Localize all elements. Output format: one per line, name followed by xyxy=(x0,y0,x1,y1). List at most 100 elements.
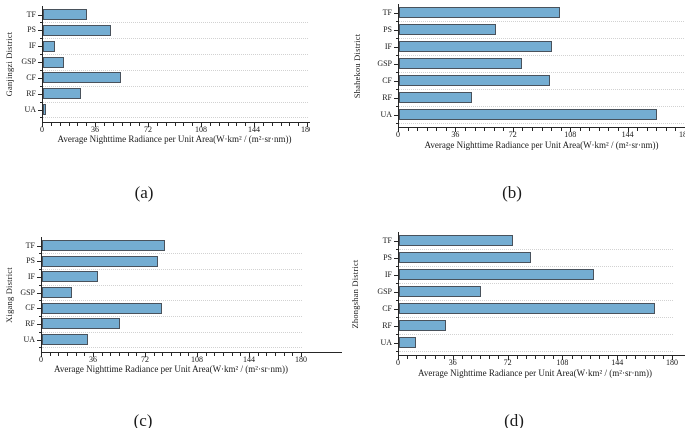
gridline xyxy=(399,283,673,284)
panel-label: (b) xyxy=(502,183,522,202)
x-minor-tick xyxy=(214,353,216,356)
y-minor-tick xyxy=(395,266,398,267)
bar-TF xyxy=(399,235,513,246)
x-major-tick xyxy=(95,123,96,127)
y-minor-tick xyxy=(39,69,42,71)
x-major-tick xyxy=(148,123,149,127)
x-minor-tick xyxy=(245,123,247,126)
x-axis-label: Average Nighttime Radiance per Unit Area… xyxy=(424,140,659,150)
x-minor-tick xyxy=(445,128,447,131)
y-minor-tick xyxy=(39,85,42,87)
y-category-label: TF xyxy=(26,9,36,19)
gridline xyxy=(399,317,673,318)
subplot-c: Xigang District Average Nighttime Radian… xyxy=(0,214,343,428)
y-category-label: TF xyxy=(25,240,35,250)
bar-UA xyxy=(42,334,88,345)
x-minor-tick xyxy=(443,356,445,359)
y-major-tick xyxy=(37,339,41,341)
x-minor-tick xyxy=(551,128,553,131)
y-minor-tick xyxy=(39,38,42,40)
bar-IF xyxy=(399,269,594,280)
x-minor-tick xyxy=(271,123,273,126)
gridline xyxy=(42,269,302,270)
y-minor-tick xyxy=(395,72,398,73)
bar-IF xyxy=(399,41,552,52)
panel-label: (d) xyxy=(504,411,524,428)
x-major-tick xyxy=(301,353,302,357)
bar-TF xyxy=(43,9,87,20)
y-major-tick xyxy=(394,291,398,293)
x-minor-tick xyxy=(179,353,181,356)
x-minor-tick xyxy=(227,123,229,126)
x-minor-tick xyxy=(236,123,238,126)
bar-UA xyxy=(399,109,657,120)
bar-GSP xyxy=(399,58,522,69)
y-major-tick xyxy=(37,323,41,325)
x-minor-tick xyxy=(480,356,482,359)
x-minor-tick xyxy=(644,356,646,359)
plot-area-c: Xigang District Average Nighttime Radian… xyxy=(0,214,342,428)
x-tick-label: 36 xyxy=(451,130,460,139)
x-tick-label: 180 xyxy=(679,130,685,139)
x-minor-tick xyxy=(662,356,664,359)
bar-CF xyxy=(42,302,162,314)
y-major-tick xyxy=(394,325,398,327)
y-category-label: IF xyxy=(27,271,35,281)
x-major-tick xyxy=(201,123,202,127)
y-major-tick xyxy=(394,12,398,14)
y-category-label: IF xyxy=(28,41,36,51)
x-minor-tick xyxy=(608,128,610,131)
gridline xyxy=(399,300,673,301)
subplot-d: Zhongshan District Average Nighttime Rad… xyxy=(342,214,685,428)
x-minor-tick xyxy=(598,128,600,131)
x-minor-tick xyxy=(298,123,300,126)
gridline xyxy=(399,334,673,335)
y-category-label: UA xyxy=(380,337,392,347)
bar-CF xyxy=(399,303,655,314)
x-minor-tick xyxy=(589,128,591,131)
x-minor-tick xyxy=(675,128,677,131)
x-major-tick xyxy=(398,128,399,132)
gridline xyxy=(43,117,308,119)
gridline xyxy=(43,85,308,87)
y-minor-tick xyxy=(39,54,42,56)
bar-UA xyxy=(399,337,416,348)
y-category-label: CF xyxy=(25,303,35,313)
y-minor-tick xyxy=(39,117,42,119)
x-tick-label: 144 xyxy=(611,358,624,367)
y-category-label: PS xyxy=(27,25,36,35)
y-axis xyxy=(398,4,399,128)
x-minor-tick xyxy=(209,123,211,126)
x-minor-tick xyxy=(257,353,259,356)
x-minor-tick xyxy=(266,353,268,356)
x-minor-tick xyxy=(425,356,427,359)
y-category-label: GSP xyxy=(377,286,392,296)
y-minor-tick xyxy=(395,317,398,318)
x-tick-label: 180 xyxy=(295,355,307,364)
bar-RF xyxy=(399,92,472,103)
bar-UA xyxy=(43,104,46,115)
subplot-a: Ganjingzi District Average Nighttime Rad… xyxy=(0,0,343,214)
x-minor-tick xyxy=(426,128,428,131)
y-category-label: TF xyxy=(382,7,392,17)
gridline xyxy=(42,300,302,302)
plot-area-a: Ganjingzi District Average Nighttime Rad… xyxy=(0,0,310,214)
x-minor-tick xyxy=(589,356,591,359)
gridline xyxy=(43,54,308,56)
plot-area-b: Shahekou District Average Nighttime Radi… xyxy=(342,0,685,214)
x-major-tick xyxy=(570,128,572,132)
x-tick-label: 144 xyxy=(248,125,260,134)
y-minor-tick xyxy=(38,253,41,255)
bar-TF xyxy=(42,240,165,251)
gridline xyxy=(399,38,685,39)
gridline xyxy=(399,72,685,73)
x-major-tick xyxy=(197,353,198,357)
x-minor-tick xyxy=(280,123,282,126)
x-axis xyxy=(398,127,685,128)
y-category-label: RF xyxy=(26,88,36,98)
x-minor-tick xyxy=(417,128,419,131)
bar-RF xyxy=(399,320,446,331)
x-minor-tick xyxy=(434,356,436,359)
bar-PS xyxy=(42,255,158,267)
